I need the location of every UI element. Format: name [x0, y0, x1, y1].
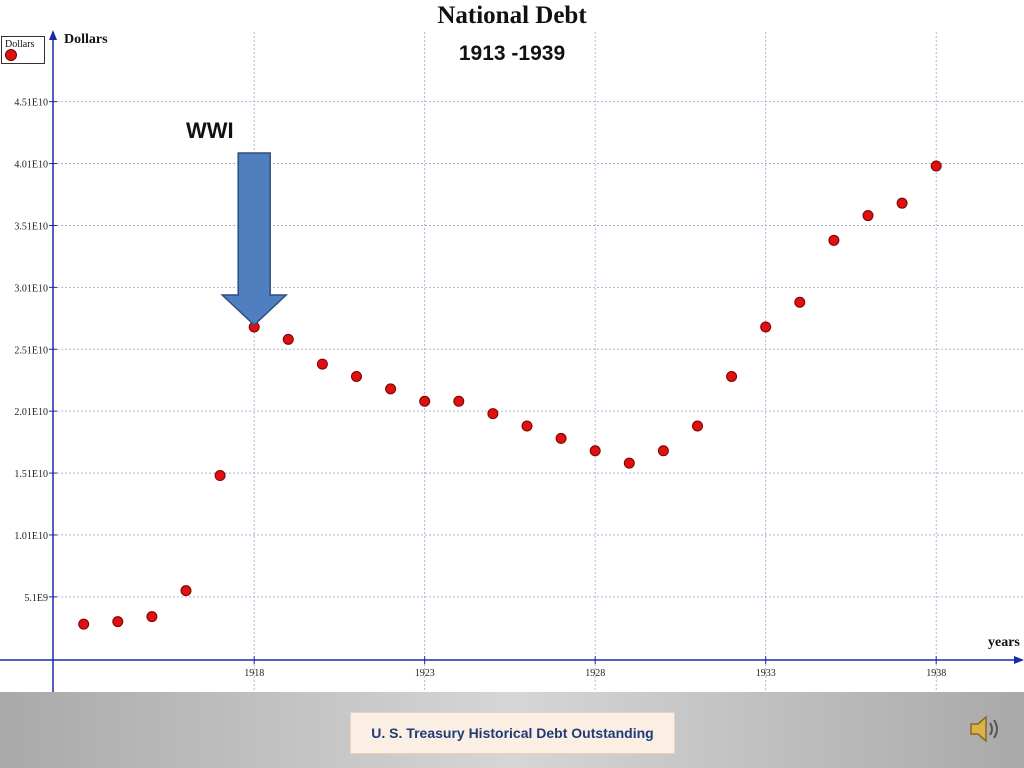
- x-tick-label: 1933: [756, 668, 776, 679]
- legend-marker: [5, 49, 17, 61]
- data-point: [555, 432, 567, 444]
- y-tick-label: 1.51E10: [14, 469, 48, 480]
- x-tick-label: 1923: [415, 668, 435, 679]
- legend: Dollars: [1, 36, 45, 64]
- y-tick-label: 2.51E10: [14, 345, 48, 356]
- y-tick-label: 3.01E10: [14, 283, 48, 294]
- data-point: [453, 395, 465, 407]
- y-axis-arrow: [49, 30, 57, 40]
- chart-plot-area: 5.1E9 1.01E10 1.51E10 2.01E10 2.51E10 3.01E10…: [0, 30, 1024, 692]
- wwi-arrow: [220, 152, 289, 327]
- data-point: [589, 445, 601, 457]
- speaker-icon[interactable]: [968, 714, 1004, 749]
- data-point: [862, 210, 874, 222]
- x-axis-label: years: [988, 635, 1020, 650]
- data-point: [180, 585, 192, 597]
- data-point: [691, 420, 703, 432]
- data-point: [282, 333, 294, 345]
- data-point: [385, 383, 397, 395]
- y-tick-label: 1.01E10: [14, 531, 48, 542]
- data-point: [419, 395, 431, 407]
- data-point: [623, 457, 635, 469]
- data-point: [794, 296, 806, 308]
- y-tick-label: 4.51E10: [14, 98, 48, 109]
- chart-subtitle: 1913 -1939: [458, 42, 566, 65]
- y-axis-label: Dollars: [64, 32, 108, 47]
- data-point: [112, 616, 124, 628]
- y-tick-label: 4.01E10: [14, 160, 48, 171]
- source-label: U. S. Treasury Historical Debt Outstandi…: [350, 712, 675, 754]
- x-tick-label: 1918: [244, 668, 264, 679]
- footer-bar: U. S. Treasury Historical Debt Outstandi…: [0, 692, 1024, 768]
- data-point: [657, 445, 669, 457]
- y-tick-label: 3.51E10: [14, 221, 48, 232]
- legend-label: Dollars: [5, 39, 35, 50]
- x-axis-arrow: [1014, 656, 1024, 664]
- data-point: [828, 234, 840, 246]
- y-tick-label: 2.01E10: [14, 407, 48, 418]
- x-tick-label: 1928: [585, 668, 605, 679]
- data-point: [214, 470, 226, 482]
- data-point: [316, 358, 328, 370]
- data-point: [487, 408, 499, 420]
- data-point: [146, 611, 158, 623]
- data-point: [521, 420, 533, 432]
- y-tick-label: 5.1E9: [24, 593, 48, 604]
- wwi-annotation-label: WWI: [186, 118, 234, 143]
- data-point: [350, 370, 362, 382]
- x-tick-label: 1938: [926, 668, 946, 679]
- data-point: [930, 160, 942, 172]
- data-point: [78, 618, 90, 630]
- data-point: [726, 370, 738, 382]
- data-point: [760, 321, 772, 333]
- chart-title: National Debt: [437, 2, 587, 29]
- data-point: [896, 197, 908, 209]
